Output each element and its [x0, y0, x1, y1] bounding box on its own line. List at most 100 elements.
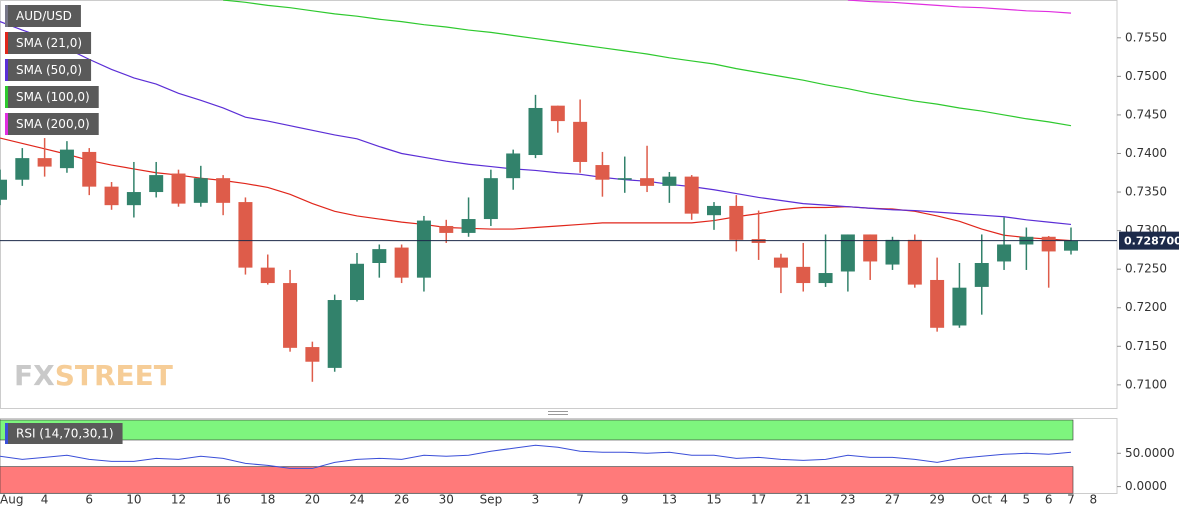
candle-body [773, 257, 788, 268]
y-tick-label: 0.7500 [1125, 69, 1167, 83]
oversold-band [0, 466, 1074, 494]
candle-body [662, 176, 677, 186]
axes: 0.71000.71500.72000.72500.73000.73500.74… [0, 30, 1182, 506]
candle-body [974, 263, 989, 287]
watermark-prefix: FX [14, 359, 55, 392]
last-price-box [1119, 231, 1179, 250]
legend: AUD/USD SMA (21,0) SMA (50,0) SMA (100,0) SM… [5, 5, 123, 444]
x-tick-label: 29 [929, 493, 944, 507]
x-tick-label: 7 [576, 493, 584, 507]
y-tick-label: 50.0000 [1125, 446, 1175, 460]
candle-body [885, 239, 900, 265]
candle-body [617, 178, 632, 180]
candle-body [439, 225, 454, 233]
x-tick-label: 17 [751, 493, 766, 507]
last-price-label: 0.728700 [1124, 235, 1182, 248]
candle-body [149, 175, 164, 193]
legend-label: AUD/USD [16, 9, 72, 23]
legend-swatch [5, 5, 8, 27]
x-tick-label: 15 [706, 493, 721, 507]
y-tick-label: 0.7350 [1125, 185, 1167, 199]
candle-body [59, 149, 74, 169]
y-tick-label: 0.7400 [1125, 146, 1167, 160]
x-tick-label: 9 [621, 493, 629, 507]
candle-body [104, 186, 119, 206]
candle-body [573, 121, 588, 162]
x-tick-label: Sep [480, 493, 503, 507]
watermark-suffix: STREET [55, 359, 173, 392]
y-tick-label: 0.7200 [1125, 300, 1167, 314]
candle-body [327, 300, 342, 368]
legend-box [5, 5, 81, 27]
candle-body [126, 192, 141, 206]
legend-box [5, 423, 123, 444]
x-tick-label: 8 [1089, 493, 1097, 507]
candle-body [461, 219, 476, 233]
price-pane [0, 0, 1118, 409]
legend-label: SMA (200,0) [16, 117, 90, 131]
candle-body [193, 178, 208, 203]
x-tick-label: 3 [532, 493, 540, 507]
candle-body [394, 247, 409, 278]
x-tick-label: 4 [1000, 493, 1008, 507]
price-plot [0, 0, 1117, 382]
watermark: FXSTREET [14, 359, 173, 392]
x-tick-label: 10 [126, 493, 141, 507]
candle-body [372, 249, 387, 264]
candle-body [863, 234, 878, 262]
rsi-line [0, 444, 1072, 469]
candle-body [15, 158, 30, 180]
candle-body [506, 153, 521, 179]
candle-body [0, 179, 7, 200]
candle-body [483, 178, 498, 220]
candle-body [1041, 236, 1056, 252]
x-tick-label: 16 [215, 493, 230, 507]
legend-swatch [5, 59, 8, 81]
x-tick-label: 12 [171, 493, 186, 507]
x-tick-label: 6 [85, 493, 93, 507]
x-tick-label: 27 [885, 493, 900, 507]
legend-swatch [5, 113, 8, 135]
y-tick-label: 0.7150 [1125, 339, 1167, 353]
candle-body [640, 178, 655, 186]
rsi-plot [0, 419, 1074, 494]
sma-line [0, 21, 1072, 226]
x-tick-label: 23 [840, 493, 855, 507]
legend-swatch [5, 423, 8, 444]
x-tick-label: 13 [662, 493, 677, 507]
y-tick-label: 0.7250 [1125, 262, 1167, 276]
sma-line [847, 0, 1072, 14]
y-tick-label: 0.0000 [1125, 479, 1167, 493]
overbought-band [0, 419, 1074, 441]
y-tick-label: 0.7550 [1125, 30, 1167, 44]
candle-body [350, 263, 364, 301]
candle-body [930, 279, 945, 328]
x-tick-label: 26 [394, 493, 409, 507]
x-tick-label: 21 [796, 493, 811, 507]
x-tick-label: 5 [1023, 493, 1031, 507]
candle-body [82, 151, 97, 187]
candle-body [550, 105, 565, 122]
candle-body [595, 165, 610, 180]
candle-body [729, 205, 744, 240]
candle-body [952, 287, 967, 326]
candle-body [818, 273, 833, 284]
candle-body [997, 244, 1012, 262]
x-tick-label: 6 [1045, 493, 1053, 507]
y-tick-label: 0.7450 [1125, 107, 1167, 121]
candle-body [796, 266, 811, 284]
legend-label: SMA (21,0) [16, 36, 82, 50]
candle-body [707, 205, 721, 216]
candle-body [283, 283, 298, 348]
x-tick-label: 20 [305, 493, 320, 507]
legend-swatch [5, 86, 8, 108]
y-tick-label: 0.7100 [1125, 377, 1167, 391]
candle-body [416, 220, 431, 278]
legend-box [5, 32, 92, 54]
candle-body [171, 173, 186, 204]
x-tick-label: 4 [41, 493, 49, 507]
x-tick-label: 30 [439, 493, 454, 507]
candle-body [238, 202, 253, 268]
